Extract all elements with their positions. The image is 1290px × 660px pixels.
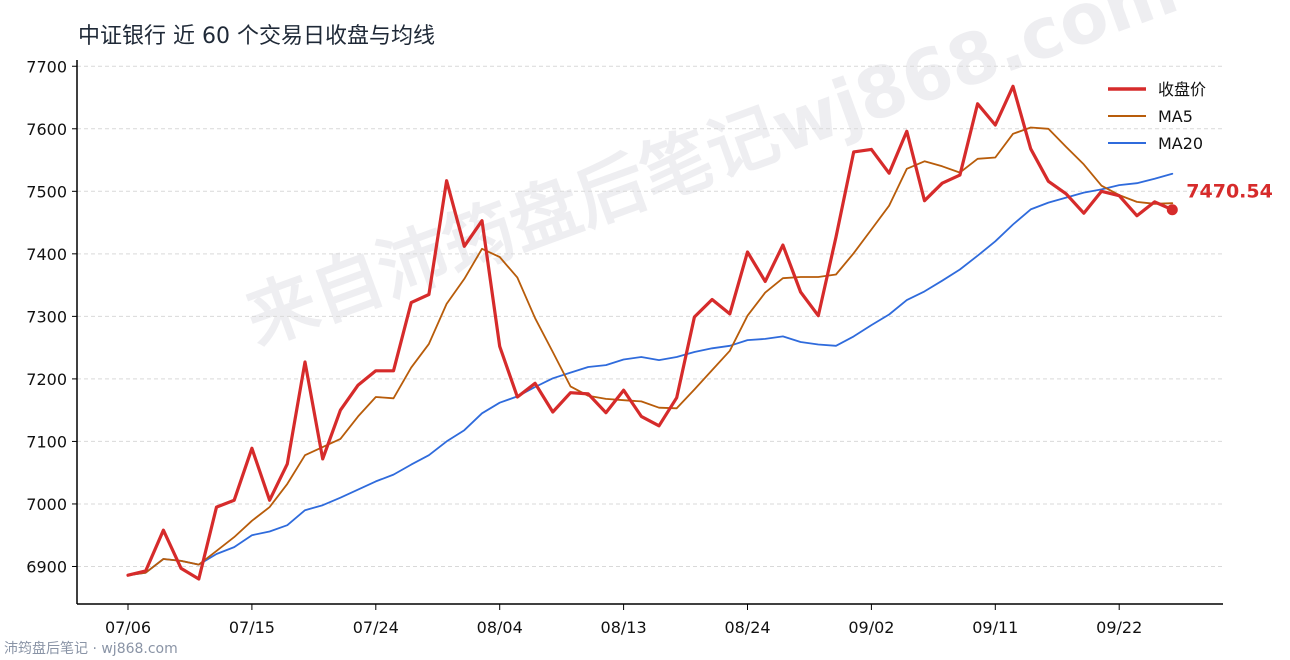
legend-label-ma20: MA20 (1158, 134, 1203, 153)
y-tick-label: 7500 (26, 182, 67, 201)
legend-label-ma5: MA5 (1158, 107, 1193, 126)
x-tick-label: 09/22 (1096, 618, 1142, 637)
x-tick-label: 09/11 (972, 618, 1018, 637)
y-tick-label: 7100 (26, 432, 67, 451)
x-tick-label: 08/04 (477, 618, 523, 637)
x-tick-label: 08/24 (724, 618, 770, 637)
legend-label-close: 收盘价 (1158, 80, 1206, 99)
x-tick-label: 08/13 (601, 618, 647, 637)
last-close-point (1166, 204, 1178, 216)
x-tick-label: 07/15 (229, 618, 275, 637)
y-tick-label: 7000 (26, 495, 67, 514)
series-line-ma20 (127, 172, 1174, 577)
x-tick-label: 09/02 (848, 618, 894, 637)
series-line-close (126, 84, 1174, 581)
y-tick-label: 7700 (26, 57, 67, 76)
footer-credit: 沛筠盘后笔记 · wj868.com (4, 641, 178, 657)
x-tick-label: 07/06 (105, 618, 151, 637)
series-line-ma5 (127, 126, 1174, 577)
y-tick-label: 7200 (26, 370, 67, 389)
chart-title: 中证银行 近 60 个交易日收盘与均线 (78, 24, 435, 49)
y-tick-label: 7400 (26, 245, 67, 264)
y-tick-label: 7600 (26, 120, 67, 139)
y-tick-label: 7300 (26, 307, 67, 326)
x-tick-label: 07/24 (353, 618, 399, 637)
y-tick-label: 6900 (26, 557, 67, 576)
last-close-label: 7470.54 (1186, 181, 1273, 203)
